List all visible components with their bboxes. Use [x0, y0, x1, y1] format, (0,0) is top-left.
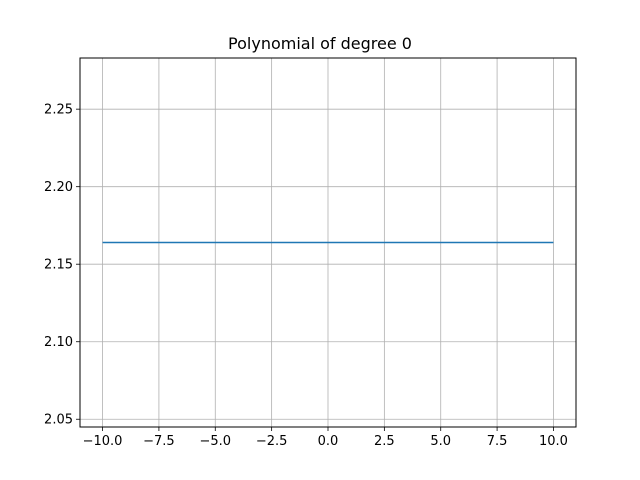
y-tick-label: 2.25	[44, 103, 73, 118]
x-tick-label: −10.0	[83, 434, 123, 449]
x-tick-label: −5.0	[199, 434, 231, 449]
x-tick-label: 5.0	[430, 434, 451, 449]
y-tick-label: 2.05	[44, 413, 73, 428]
x-tick-label: 10.0	[539, 434, 568, 449]
chart-title: Polynomial of degree 0	[228, 34, 412, 53]
x-tick-label: 2.5	[374, 434, 395, 449]
y-tick-label: 2.15	[44, 258, 73, 273]
y-tick-label: 2.10	[44, 335, 73, 350]
y-tick-label: 2.20	[44, 180, 73, 195]
x-axis: −10.0 −7.5 −5.0 −2.5 0.0 2.5 5.0 7.5 10.0	[83, 427, 568, 449]
x-tick-label: −2.5	[256, 434, 288, 449]
x-tick-label: 0.0	[318, 434, 339, 449]
y-axis: 2.05 2.10 2.15 2.20 2.25	[44, 103, 80, 428]
x-tick-label: −7.5	[143, 434, 175, 449]
x-tick-label: 7.5	[487, 434, 508, 449]
